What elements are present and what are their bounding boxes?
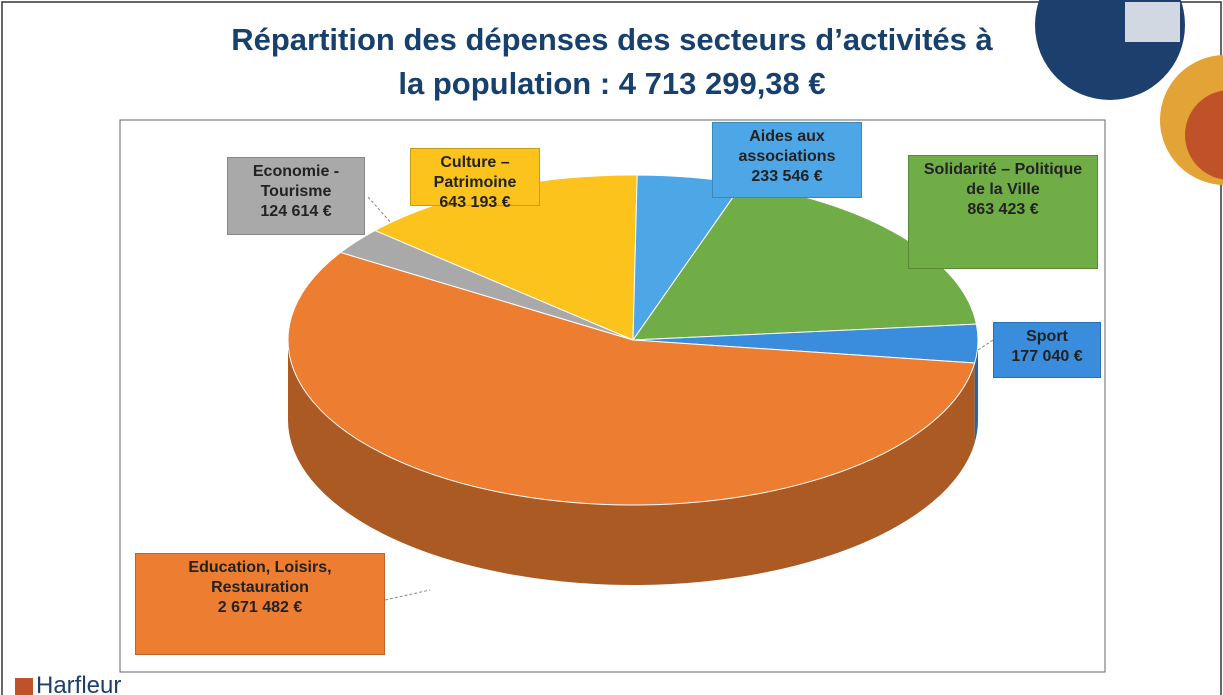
slice-label: Sport 177 040 € bbox=[993, 322, 1101, 378]
slice-label: Solidarité – Politique de la Ville 863 42… bbox=[908, 155, 1098, 269]
slice-label: Education, Loisirs, Restauration 2 671 48… bbox=[135, 553, 385, 655]
slice-side bbox=[288, 340, 975, 585]
chart-frame bbox=[119, 119, 1106, 673]
category-label: Culture – Patrimoine bbox=[433, 154, 517, 191]
category-label: Economie - Tourisme bbox=[252, 163, 340, 200]
category-label: Aides aux associations bbox=[738, 128, 836, 165]
category-label: Solidarité – Politique de la Ville bbox=[923, 161, 1083, 198]
slice-label: Economie - Tourisme 124 614 € bbox=[227, 157, 365, 235]
logo: Harfleur bbox=[36, 672, 122, 695]
value-label: 124 614 € bbox=[260, 203, 332, 220]
decor bbox=[1185, 90, 1223, 180]
slice bbox=[287, 251, 976, 506]
slice bbox=[339, 229, 634, 341]
value-label: 233 546 € bbox=[751, 168, 823, 185]
category-label: Education, Loisirs, Restauration bbox=[188, 559, 332, 596]
category-label: Sport bbox=[1026, 328, 1068, 345]
chart-title: Répartition des dépenses des secteurs d’… bbox=[231, 22, 993, 101]
logo-icon bbox=[15, 678, 33, 695]
decor bbox=[1125, 2, 1180, 42]
slice-label: Culture – Patrimoine 643 193 € bbox=[410, 148, 540, 211]
leader-lines bbox=[367, 196, 994, 601]
value-label: 863 423 € bbox=[967, 201, 1039, 218]
value-label: 2 671 482 € bbox=[217, 599, 303, 616]
slice-label: Aides aux associations 233 546 € bbox=[712, 122, 862, 198]
value-label: 177 040 € bbox=[1011, 348, 1083, 365]
value-label: 643 193 € bbox=[439, 194, 511, 211]
slice-side bbox=[974, 340, 978, 443]
